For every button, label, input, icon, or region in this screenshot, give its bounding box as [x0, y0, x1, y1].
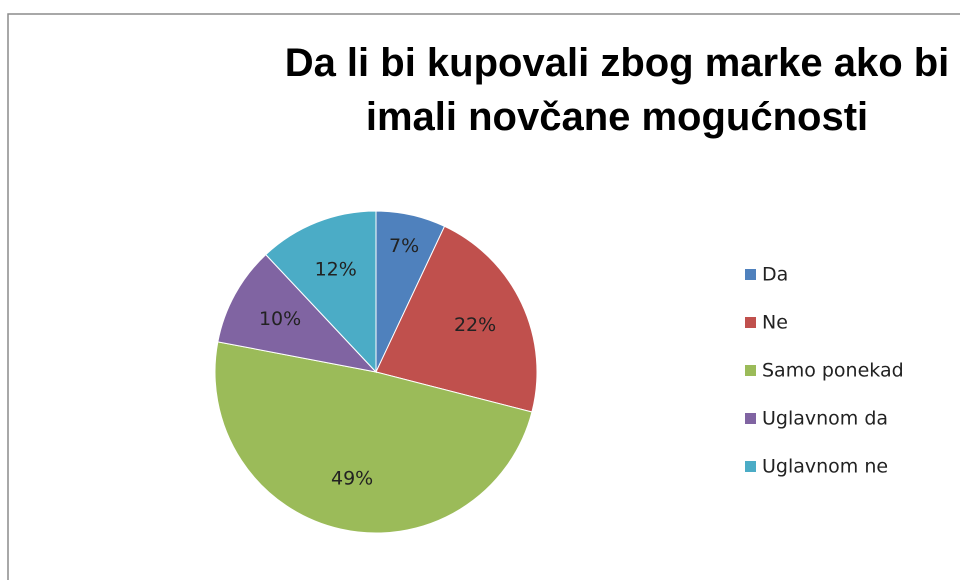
data-label: 22% [454, 314, 496, 336]
legend-swatch [745, 269, 756, 280]
legend-swatch [745, 461, 756, 472]
legend-swatch [745, 365, 756, 376]
legend-label: Ne [762, 312, 788, 334]
pie-slice [265, 210, 377, 374]
pie-slice [214, 341, 533, 534]
legend-label: Uglavnom da [762, 408, 888, 430]
legend-label: Samo ponekad [762, 360, 904, 382]
data-label: 10% [259, 308, 301, 330]
pie-slice [375, 225, 538, 413]
legend-label: Da [762, 264, 788, 286]
legend-swatch [745, 317, 756, 328]
data-label: 12% [315, 259, 357, 281]
legend-label: Uglavnom ne [762, 456, 888, 478]
pie-slice [217, 253, 378, 373]
legend-swatch [745, 413, 756, 424]
data-label: 7% [389, 235, 419, 257]
data-label: 49% [331, 467, 373, 489]
chart-title: Da li bi kupovali zbog marke ako bi imal… [284, 41, 950, 139]
